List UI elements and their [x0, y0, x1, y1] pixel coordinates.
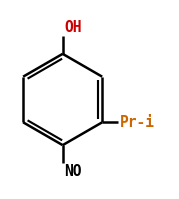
Text: NO: NO: [64, 164, 82, 179]
Text: OH: OH: [64, 20, 82, 35]
Text: Pr-i: Pr-i: [120, 115, 155, 130]
